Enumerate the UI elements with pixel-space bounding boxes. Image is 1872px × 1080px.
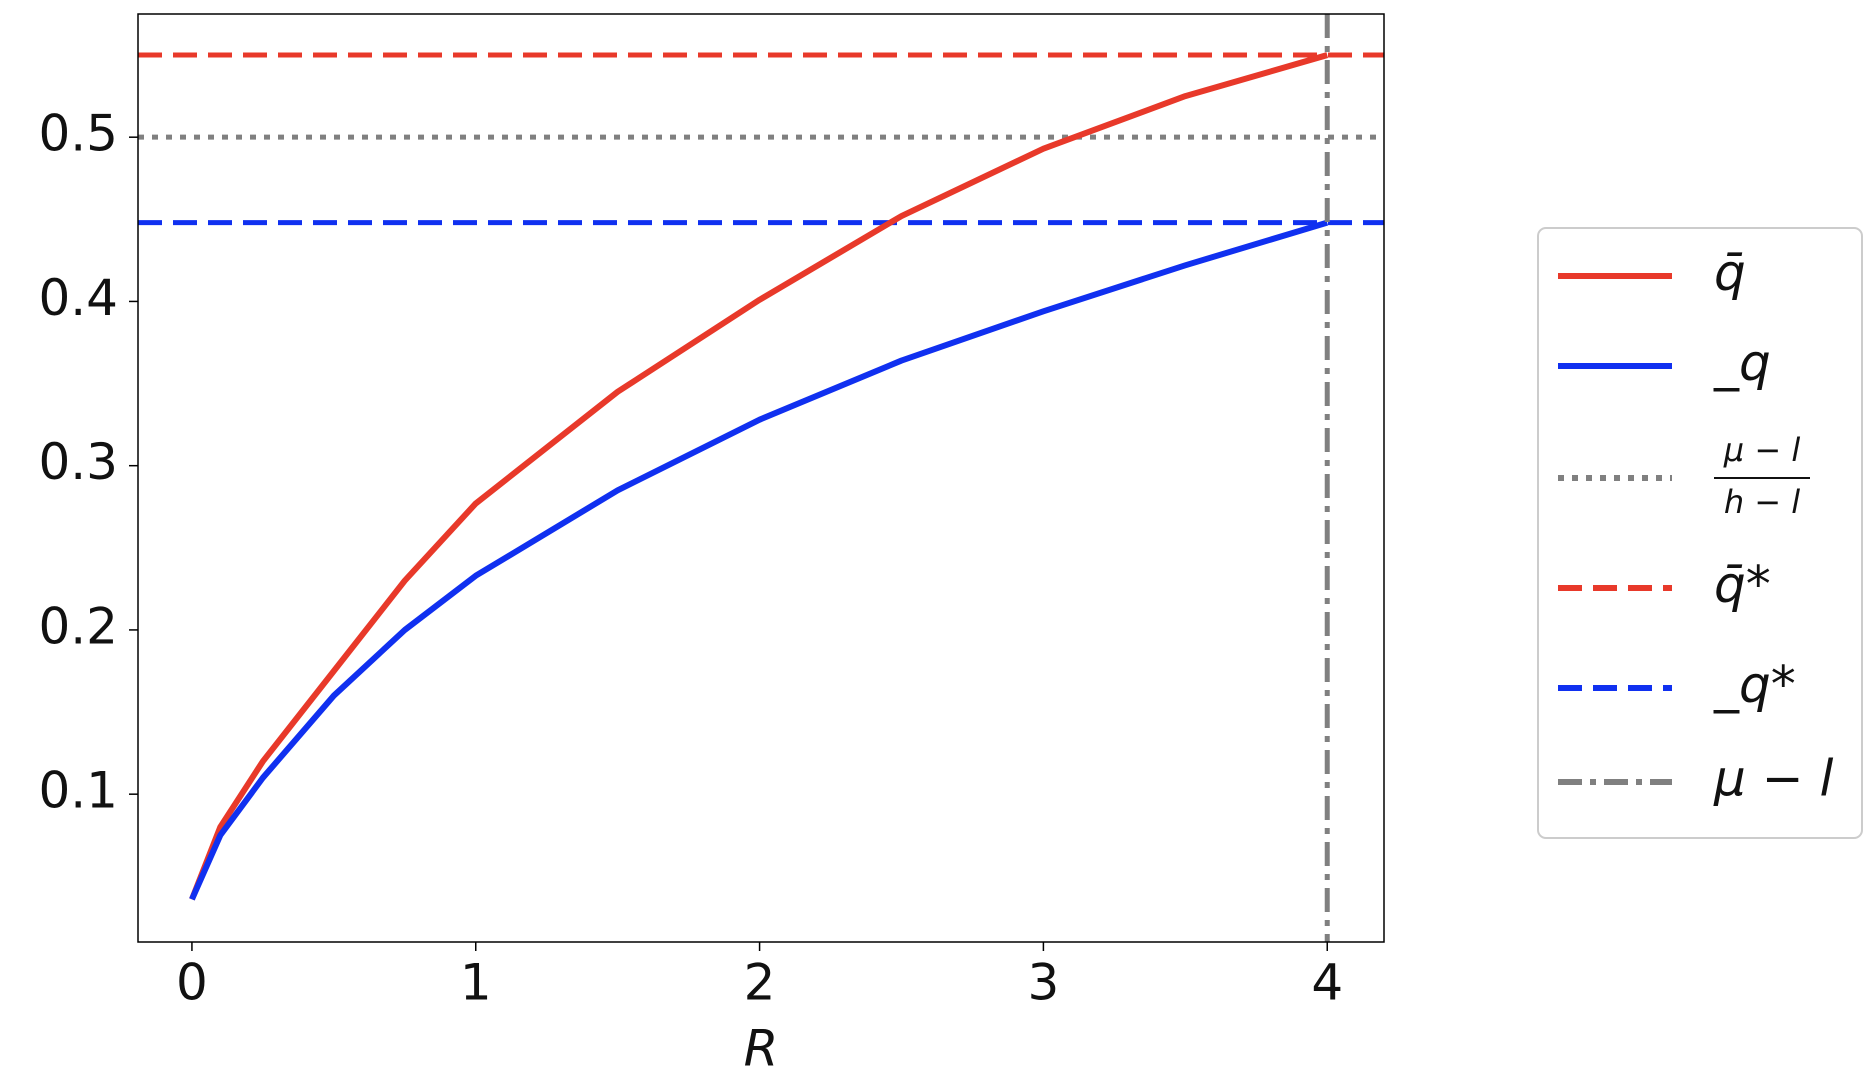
x-tick-label: 0: [176, 954, 208, 1012]
legend-label: q̄: [1714, 244, 1746, 302]
x-tick-label: 2: [744, 954, 776, 1012]
legend-label: μ − l: [1713, 750, 1833, 808]
legend-label: _q: [1713, 334, 1771, 392]
x-tick-label: 1: [460, 954, 492, 1012]
legend-label: μ − l: [1723, 431, 1801, 469]
y-tick-label: 0.5: [38, 105, 118, 163]
line-series: [189, 219, 1329, 901]
legend-label: h − l: [1724, 483, 1800, 521]
plot-area: [138, 14, 1384, 942]
x-tick-label: 4: [1311, 954, 1343, 1012]
y-tick-label: 0.3: [38, 433, 118, 491]
legend-box: [1537, 227, 1863, 839]
legend-label: _q*: [1713, 656, 1796, 714]
x-axis-label: R: [744, 1020, 779, 1078]
line-series: [189, 52, 1329, 901]
y-tick-label: 0.2: [38, 597, 118, 655]
y-tick-label: 0.1: [38, 762, 118, 820]
x-tick-label: 3: [1028, 954, 1060, 1012]
y-tick-label: 0.4: [38, 269, 118, 327]
legend-label: q̄*: [1714, 556, 1771, 614]
plot-frame: [137, 13, 1385, 943]
